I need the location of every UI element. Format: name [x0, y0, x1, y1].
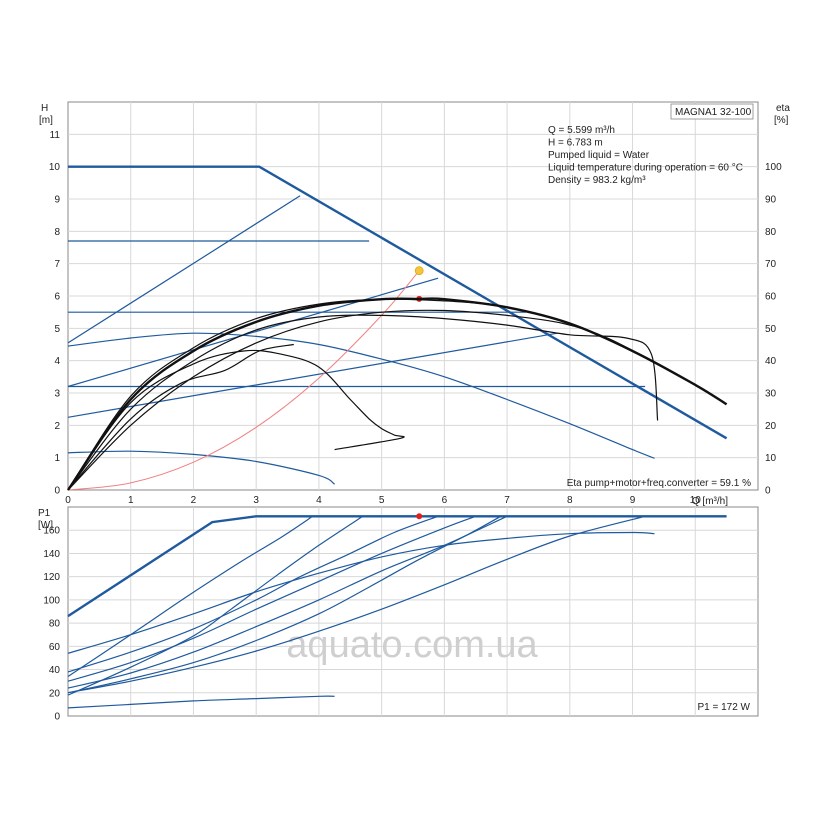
efficiency-curve [67, 349, 405, 491]
eta-tick-label: 30 [765, 389, 777, 400]
info-line: H = 6.783 m [548, 138, 603, 149]
power-tick-label: 120 [43, 572, 60, 583]
power-curves [67, 513, 727, 709]
info-line: Q = 5.599 m³/h [548, 125, 615, 136]
eta-tick-label: 100 [765, 162, 782, 173]
head-tick-label: 8 [54, 227, 60, 238]
head-tick-label: 3 [54, 389, 60, 400]
head-tick-label: 5 [54, 324, 60, 335]
head-tick-label: 7 [54, 259, 60, 270]
x-tick-label: 3 [253, 495, 259, 506]
head-tick-label: 10 [49, 162, 61, 173]
power-tick-label: 40 [49, 665, 61, 676]
head-curve-max [68, 165, 728, 440]
watermark-text: aquato.com.ua [286, 624, 538, 666]
head-axis-unit: [m] [39, 115, 53, 126]
x-tick-label: 0 [65, 495, 71, 506]
x-tick-label: 8 [567, 495, 573, 506]
eta-axis-label: eta [776, 103, 790, 114]
flow-axis-label: Q [m³/h] [692, 496, 728, 507]
head-curves [67, 165, 728, 491]
head-tick-label: 11 [50, 130, 61, 141]
power-panel-frame [67, 506, 759, 717]
eta-tick-label: 0 [765, 486, 771, 497]
head-ticks: 0 1 2 3 4 5 6 7 8 9 100123456789101101020304050607… [49, 130, 782, 506]
power-point-marker [416, 513, 423, 520]
eta-tick-label: 90 [765, 195, 777, 206]
x-tick-label: 4 [316, 495, 322, 506]
power-curve-proportional [67, 515, 508, 689]
x-tick-label: 10 [690, 495, 702, 506]
efficiency-curve [67, 309, 658, 491]
power-curve-speed [67, 531, 655, 654]
head-tick-label: 0 [54, 486, 60, 497]
head-axis-label: H [41, 103, 48, 114]
model-label: MAGNA1 32-100 [675, 107, 752, 118]
power-curve-constant [67, 515, 476, 682]
eta-tick-label: 50 [765, 324, 777, 335]
info-line: Pumped liquid = Water [548, 150, 650, 161]
power-curve-constant [67, 515, 502, 694]
head-panel: 0 1 2 3 4 5 6 7 8 9 100123456789101101020304050607… [39, 101, 790, 507]
eta-tick-label: 40 [765, 356, 777, 367]
head-tick-label: 4 [54, 356, 60, 367]
power-tick-label: 0 [54, 712, 60, 723]
power-curve-speed [67, 695, 335, 709]
info-line: Liquid temperature during operation = 60… [548, 163, 743, 174]
duty-point-marker [414, 266, 424, 276]
efficiency-curve [67, 298, 489, 491]
head-tick-label: 2 [54, 421, 60, 432]
power-ticks: 0 20 40 60 80 100 120 140 160 [43, 526, 60, 723]
power-curve-max [67, 515, 727, 618]
head-tick-label: 6 [54, 292, 60, 303]
power-tick-label: 140 [43, 549, 60, 560]
model-box [670, 103, 754, 120]
head-tick-label: 1 [54, 453, 60, 464]
eta-tick-label: 10 [765, 453, 777, 464]
power-panel: aquato.com.ua 0 20 40 60 80 100 120 140 160 P1 [… [38, 506, 759, 723]
efficiency-curves [67, 297, 728, 491]
eta-tick-label: 70 [765, 259, 777, 270]
efficiency-note: Eta pump+motor+freq.converter = 59.1 % [567, 478, 751, 489]
power-tick-label: 80 [49, 619, 61, 630]
efficiency-curve [67, 343, 294, 491]
power-curve-constant [67, 515, 364, 696]
x-tick-label: 2 [191, 495, 197, 506]
head-curve-proportional [67, 195, 301, 344]
head-curve-proportional [67, 277, 439, 388]
power-curve-proportional [67, 515, 439, 673]
head-curve-speed [67, 450, 335, 485]
power-axis-label: P1 [38, 508, 51, 519]
power-tick-label: 160 [43, 526, 60, 537]
power-axis-unit: [W] [38, 520, 53, 531]
power-tick-label: 20 [49, 688, 61, 699]
x-tick-label: 7 [504, 495, 510, 506]
head-curve-speed [67, 332, 655, 459]
info-line: Density = 983.2 kg/m³ [548, 175, 646, 186]
x-tick-label: 6 [442, 495, 448, 506]
head-tick-label: 9 [54, 195, 60, 206]
eta-axis-unit: [%] [774, 115, 789, 126]
efficiency-curve [67, 314, 659, 491]
x-tick-label: 9 [630, 495, 636, 506]
eta-tick-label: 80 [765, 227, 777, 238]
power-note: P1 = 172 W [697, 702, 750, 713]
power-tick-label: 60 [49, 642, 61, 653]
x-tick-label: 1 [128, 495, 134, 506]
eta-tick-label: 60 [765, 292, 777, 303]
x-tick-label: 5 [379, 495, 385, 506]
power-curve-proportional [67, 515, 646, 694]
power-tick-label: 100 [43, 595, 60, 606]
power-curve-speed [67, 515, 313, 678]
eta-tick-label: 20 [765, 421, 777, 432]
